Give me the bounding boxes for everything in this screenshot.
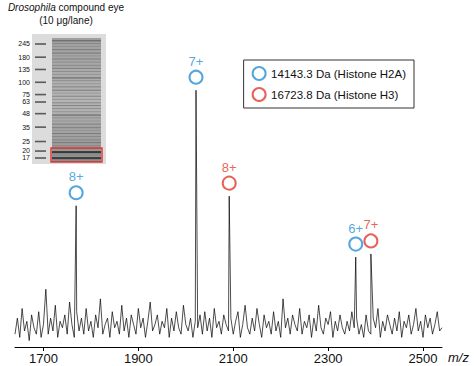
svg-text:Drosophila compound eye: Drosophila compound eye (8, 2, 125, 13)
svg-text:48: 48 (22, 110, 30, 117)
svg-text:1700: 1700 (29, 351, 58, 366)
svg-text:17: 17 (22, 154, 30, 161)
svg-text:2100: 2100 (219, 351, 248, 366)
svg-text:2300: 2300 (314, 351, 343, 366)
svg-text:8+: 8+ (69, 169, 84, 184)
svg-text:(10 μg/lane): (10 μg/lane) (39, 15, 93, 26)
svg-text:7+: 7+ (189, 54, 204, 69)
svg-text:2500: 2500 (409, 351, 438, 366)
svg-text:75: 75 (22, 91, 30, 98)
svg-text:135: 135 (18, 66, 30, 73)
svg-text:8+: 8+ (222, 160, 237, 175)
svg-text:25: 25 (22, 138, 30, 145)
svg-text:100: 100 (18, 79, 30, 86)
svg-text:35: 35 (22, 124, 30, 131)
svg-text:20: 20 (22, 147, 30, 154)
svg-text:m/z: m/z (448, 350, 469, 365)
svg-text:14143.3 Da (Histone H2A): 14143.3 Da (Histone H2A) (271, 68, 406, 80)
svg-text:245: 245 (18, 40, 30, 47)
svg-text:6+: 6+ (348, 221, 363, 236)
svg-text:63: 63 (22, 98, 30, 105)
svg-text:16723.8 Da (Histone H3): 16723.8 Da (Histone H3) (271, 89, 398, 101)
svg-text:180: 180 (18, 54, 30, 61)
svg-text:7+: 7+ (363, 217, 378, 232)
svg-text:1900: 1900 (124, 351, 153, 366)
